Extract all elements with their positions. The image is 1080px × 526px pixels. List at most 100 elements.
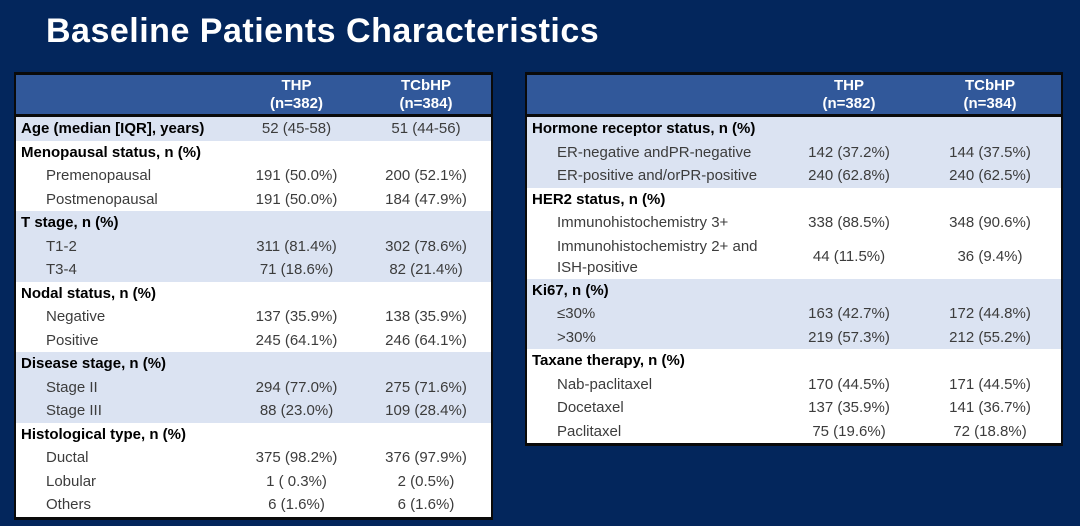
table-row: Menopausal status, n (%) <box>16 140 491 164</box>
row-item-label: T3-4 <box>46 261 77 279</box>
row-category-label: Histological type, n (%) <box>21 425 187 443</box>
tcbhp-value: 141 (36.7%) <box>949 399 1031 417</box>
row-item-label: Immunohistochemistry 2+ and ISH-positive <box>557 237 758 276</box>
row-category-label: Disease stage, n (%) <box>21 355 167 373</box>
thp-value: 240 (62.8%) <box>808 167 890 185</box>
row-item-label: ER-positive and/orPR-positive <box>557 167 758 185</box>
row-item-label: Postmenopausal <box>46 190 158 208</box>
table-row: Ductal 375 (98.2%) 376 (97.9%) <box>16 446 491 470</box>
table-row: ≤30% 163 (42.7%) 172 (44.8%) <box>527 302 1061 326</box>
row-category-label: HER2 status, n (%) <box>532 190 666 208</box>
table-row: T stage, n (%) <box>16 211 491 235</box>
row-item-label: Ductal <box>46 449 89 467</box>
table-row: ER-negative andPR-negative 142 (37.2%) 144… <box>527 140 1061 164</box>
thp-value: 6 (1.6%) <box>268 496 325 514</box>
table-row: Postmenopausal 191 (50.0%) 184 (47.9%) <box>16 187 491 211</box>
row-category-label: Age (median [IQR], years) <box>21 120 205 138</box>
thp-value: 338 (88.5%) <box>808 214 890 232</box>
table-row: Stage III 88 (23.0%) 109 (28.4%) <box>16 399 491 423</box>
row-item-label: Paclitaxel <box>557 422 622 440</box>
tcbhp-value: 2 (0.5%) <box>397 472 455 490</box>
tcbhp-value: 172 (44.8%) <box>949 305 1031 323</box>
column-header-n: (n=384) <box>399 94 453 112</box>
table-row: Nodal status, n (%) <box>16 281 491 305</box>
tcbhp-value: 376 (97.9%) <box>385 449 467 467</box>
column-header-thp: THP (n=382) <box>779 77 919 113</box>
baseline-table-left: THP (n=382) TCbHP (n=384) Age (median [I… <box>14 72 493 520</box>
row-item-label: T1-2 <box>46 237 77 255</box>
table-row: Histological type, n (%) <box>16 422 491 446</box>
table-body: Hormone receptor status, n (%) ER-negativ… <box>527 117 1061 443</box>
row-item-label: Stage III <box>46 402 102 420</box>
table-row: >30% 219 (57.3%) 212 (55.2%) <box>527 325 1061 349</box>
column-header-n: (n=382) <box>822 94 876 112</box>
tcbhp-value: 200 (52.1%) <box>385 167 467 185</box>
tcbhp-value: 51 (44-56) <box>391 120 461 138</box>
row-category-label: Menopausal status, n (%) <box>21 143 202 161</box>
column-header-thp: THP (n=382) <box>232 77 361 113</box>
tcbhp-value: 36 (9.4%) <box>957 248 1023 265</box>
row-item-label: Others <box>46 496 92 514</box>
row-item-label: Immunohistochemistry 3+ <box>557 214 729 232</box>
thp-value: 52 (45-58) <box>261 120 332 138</box>
row-item-label: >30% <box>557 328 596 346</box>
tcbhp-value: 348 (90.6%) <box>949 214 1031 232</box>
thp-value: 1 ( 0.3%) <box>266 472 327 490</box>
page-title: Baseline Patients Characteristics <box>46 12 600 50</box>
thp-value: 170 (44.5%) <box>808 375 890 393</box>
column-header-arm: TCbHP <box>965 76 1015 94</box>
thp-value: 219 (57.3%) <box>808 328 890 346</box>
thp-value: 191 (50.0%) <box>255 190 338 208</box>
column-header-arm: TCbHP <box>401 76 451 94</box>
row-item-label: Nab-paclitaxel <box>557 375 653 393</box>
tcbhp-value: 144 (37.5%) <box>949 143 1031 161</box>
row-category-label: Ki67, n (%) <box>532 281 609 299</box>
table-row: T1-2 311 (81.4%) 302 (78.6%) <box>16 234 491 258</box>
table-row: Hormone receptor status, n (%) <box>527 117 1061 141</box>
row-item-label: Docetaxel <box>557 399 624 417</box>
column-header-n: (n=382) <box>270 94 323 112</box>
column-header-n: (n=384) <box>963 94 1017 112</box>
table-row: T3-4 71 (18.6%) 82 (21.4%) <box>16 258 491 282</box>
row-category-label: Taxane therapy, n (%) <box>532 352 685 370</box>
tcbhp-value: 240 (62.5%) <box>949 167 1031 185</box>
table-row: Age (median [IQR], years) 52 (45-58) 51 (4… <box>16 117 491 141</box>
column-header-tcbhp: TCbHP (n=384) <box>361 77 491 113</box>
thp-value: 163 (42.7%) <box>808 305 890 323</box>
table-row: ER-positive and/orPR-positive 240 (62.8%)… <box>527 164 1061 188</box>
table-row: Premenopausal 191 (50.0%) 200 (52.1%) <box>16 164 491 188</box>
table-row: Immunohistochemistry 2+ and ISH-positive… <box>527 234 1061 279</box>
table-row: Positive 245 (64.1%) 246 (64.1%) <box>16 328 491 352</box>
column-header-arm: THP <box>834 76 864 94</box>
thp-value: 245 (64.1%) <box>255 331 338 349</box>
column-header-arm: THP <box>281 76 312 94</box>
thp-value: 137 (35.9%) <box>255 308 338 326</box>
tcbhp-value: 212 (55.2%) <box>949 328 1031 346</box>
table-row: Ki67, n (%) <box>527 278 1061 302</box>
table-row: Others 6 (1.6%) 6 (1.6%) <box>16 493 491 517</box>
table-row: Taxane therapy, n (%) <box>527 349 1061 373</box>
tcbhp-value: 82 (21.4%) <box>389 261 463 279</box>
thp-value: 142 (37.2%) <box>808 143 890 161</box>
row-category-label: Nodal status, n (%) <box>21 284 157 302</box>
tcbhp-value: 246 (64.1%) <box>385 331 467 349</box>
tcbhp-value: 302 (78.6%) <box>385 237 467 255</box>
table-row: Immunohistochemistry 3+ 338 (88.5%) 348 (9… <box>527 211 1061 235</box>
table-body: Age (median [IQR], years) 52 (45-58) 51 (4… <box>16 117 491 517</box>
table-row: Disease stage, n (%) <box>16 352 491 376</box>
table-row: Nab-paclitaxel 170 (44.5%) 171 (44.5%) <box>527 372 1061 396</box>
tcbhp-value: 171 (44.5%) <box>949 375 1031 393</box>
tcbhp-value: 184 (47.9%) <box>385 190 467 208</box>
thp-value: 44 (11.5%) <box>812 248 886 265</box>
tcbhp-value: 72 (18.8%) <box>953 422 1027 440</box>
column-header-tcbhp: TCbHP (n=384) <box>919 77 1061 113</box>
thp-value: 311 (81.4%) <box>256 237 337 255</box>
table-row: Docetaxel 137 (35.9%) 141 (36.7%) <box>527 396 1061 420</box>
thp-value: 191 (50.0%) <box>255 167 338 185</box>
table-row: Lobular 1 ( 0.3%) 2 (0.5%) <box>16 469 491 493</box>
tcbhp-value: 109 (28.4%) <box>385 402 467 420</box>
row-category-label: Hormone receptor status, n (%) <box>532 120 756 138</box>
table-row: HER2 status, n (%) <box>527 187 1061 211</box>
table-header-row: THP (n=382) TCbHP (n=384) <box>16 72 491 117</box>
